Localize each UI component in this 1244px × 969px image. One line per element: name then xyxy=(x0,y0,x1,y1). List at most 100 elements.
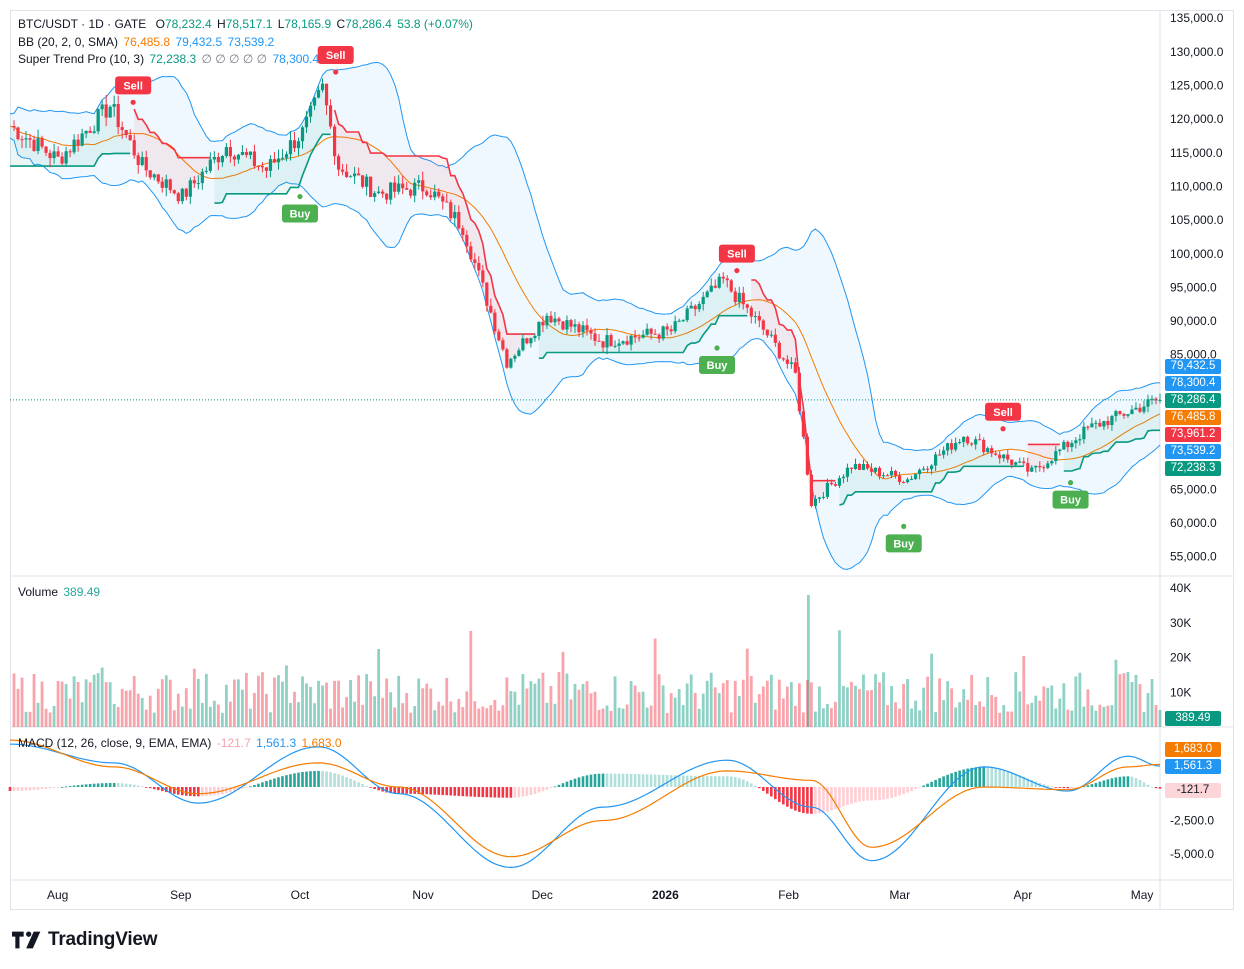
macd-histogram-bar xyxy=(541,787,545,792)
macd-histogram-bar xyxy=(120,783,124,787)
candle-body xyxy=(946,443,950,451)
macd-histogram-bar xyxy=(84,784,88,787)
volume-bar xyxy=(236,679,240,727)
macd-histogram-bar xyxy=(1134,778,1138,787)
candle-body xyxy=(481,270,485,283)
candle-body xyxy=(48,152,52,159)
volume-bar xyxy=(80,702,84,727)
volume-bar xyxy=(473,701,477,727)
macd-histogram-bar xyxy=(152,787,156,790)
macd-histogram-bar xyxy=(68,786,72,787)
macd-histogram-bar xyxy=(1050,786,1054,788)
candle-body xyxy=(336,156,341,170)
volume-bar xyxy=(693,692,697,727)
volume-bar xyxy=(168,679,172,727)
macd-histogram-bar xyxy=(80,784,84,787)
supertrend-line xyxy=(839,465,1024,506)
candle-body xyxy=(421,180,425,192)
macd-histogram-bar xyxy=(249,786,252,788)
macd-histogram-bar xyxy=(197,787,200,797)
macd-histogram-bar xyxy=(770,787,773,797)
volume-bar xyxy=(866,690,869,727)
candle-body xyxy=(124,130,128,135)
supertrend-label: Super Trend Pro (10, 3) xyxy=(18,52,145,66)
candle-body xyxy=(240,152,245,155)
volume-bar xyxy=(541,672,545,727)
candle-body xyxy=(168,179,172,191)
candle-body xyxy=(381,191,385,194)
volume-bar xyxy=(20,677,24,727)
volume-legend[interactable]: Volume 389.49 xyxy=(18,585,102,599)
candle-body xyxy=(224,147,228,157)
macd-badge-line: 1,561.3 xyxy=(1165,759,1221,774)
candle-body xyxy=(112,103,116,107)
price-badge-supertrend-lower: 72,238.3 xyxy=(1165,461,1221,476)
volume-bar xyxy=(773,709,777,727)
sell-signal-label xyxy=(718,244,755,263)
candle-body xyxy=(441,196,445,202)
volume-bar xyxy=(1118,674,1122,727)
candle-body xyxy=(1058,449,1062,452)
macd-histogram-bar xyxy=(437,787,441,795)
candle-body xyxy=(1074,440,1078,444)
bb-basis-value: 76,485.8 xyxy=(123,35,171,49)
macd-histogram-bar xyxy=(1002,769,1006,787)
macd-histogram-bar xyxy=(132,784,136,787)
macd-histogram-bar xyxy=(902,787,905,795)
candle-body xyxy=(669,329,673,332)
candle-body xyxy=(1102,420,1106,427)
macd-legend[interactable]: MACD (12, 26, close, 9, EMA, EMA) -121.7… xyxy=(18,736,344,750)
candle-body xyxy=(373,193,377,197)
volume-bar xyxy=(381,697,385,727)
volume-bar xyxy=(341,707,344,727)
macd-histogram-bar xyxy=(389,787,392,794)
volume-bar xyxy=(1022,656,1026,727)
macd-histogram-bar xyxy=(778,787,781,802)
volume-bar xyxy=(140,697,144,727)
candle-body xyxy=(629,335,633,345)
macd-histogram-bar xyxy=(501,787,505,798)
bb-legend[interactable]: BB (20, 2, 0, SMA) 76,485.8 79,432.5 73,… xyxy=(18,35,276,49)
macd-histogram-bar xyxy=(878,787,881,800)
macd-histogram-bar xyxy=(786,787,789,807)
time-tick-label: Sep xyxy=(170,888,192,902)
macd-histogram-bar xyxy=(978,767,981,787)
volume-bar xyxy=(489,705,493,727)
candle-body xyxy=(296,141,301,149)
macd-histogram-bar xyxy=(12,787,16,791)
candle-body xyxy=(1150,398,1154,400)
macd-histogram-bar xyxy=(32,787,36,791)
candle-body xyxy=(701,296,705,305)
volume-bar xyxy=(761,686,765,727)
volume-bar xyxy=(1146,693,1150,727)
candle-body xyxy=(745,304,749,308)
volume-bar xyxy=(104,682,108,727)
price-tick-label: 95,000.0 xyxy=(1170,280,1217,294)
macd-histogram-bar xyxy=(1070,787,1074,789)
volume-bar xyxy=(317,680,320,727)
candle-body xyxy=(917,469,922,475)
supertrend-legend[interactable]: Super Trend Pro (10, 3) 72,238.3 ∅ ∅ ∅ ∅… xyxy=(18,52,321,66)
volume-bar xyxy=(705,680,709,727)
candle-body xyxy=(613,345,617,347)
macd-histogram-bar xyxy=(313,770,316,787)
macd-histogram-bar xyxy=(441,787,445,796)
macd-histogram-bar xyxy=(737,778,741,787)
candle-body xyxy=(56,151,60,157)
tradingview-brand[interactable]: TradingView xyxy=(12,928,158,952)
candle-body xyxy=(713,285,717,288)
volume-bar xyxy=(1042,686,1046,727)
macd-histogram-bar xyxy=(409,787,412,794)
candle-body xyxy=(156,174,160,182)
volume-bar xyxy=(689,674,693,727)
candle-body xyxy=(513,355,517,359)
macd-histogram-bar xyxy=(108,783,112,787)
volume-bar xyxy=(253,692,256,727)
candle-body xyxy=(152,174,156,178)
macd-histogram-bar xyxy=(217,787,220,795)
macd-histogram-bar xyxy=(176,787,180,795)
buy-signal-dot xyxy=(1067,480,1074,486)
candle-body xyxy=(769,334,773,336)
price-badge-bb-lower: 73,539.2 xyxy=(1165,444,1221,459)
